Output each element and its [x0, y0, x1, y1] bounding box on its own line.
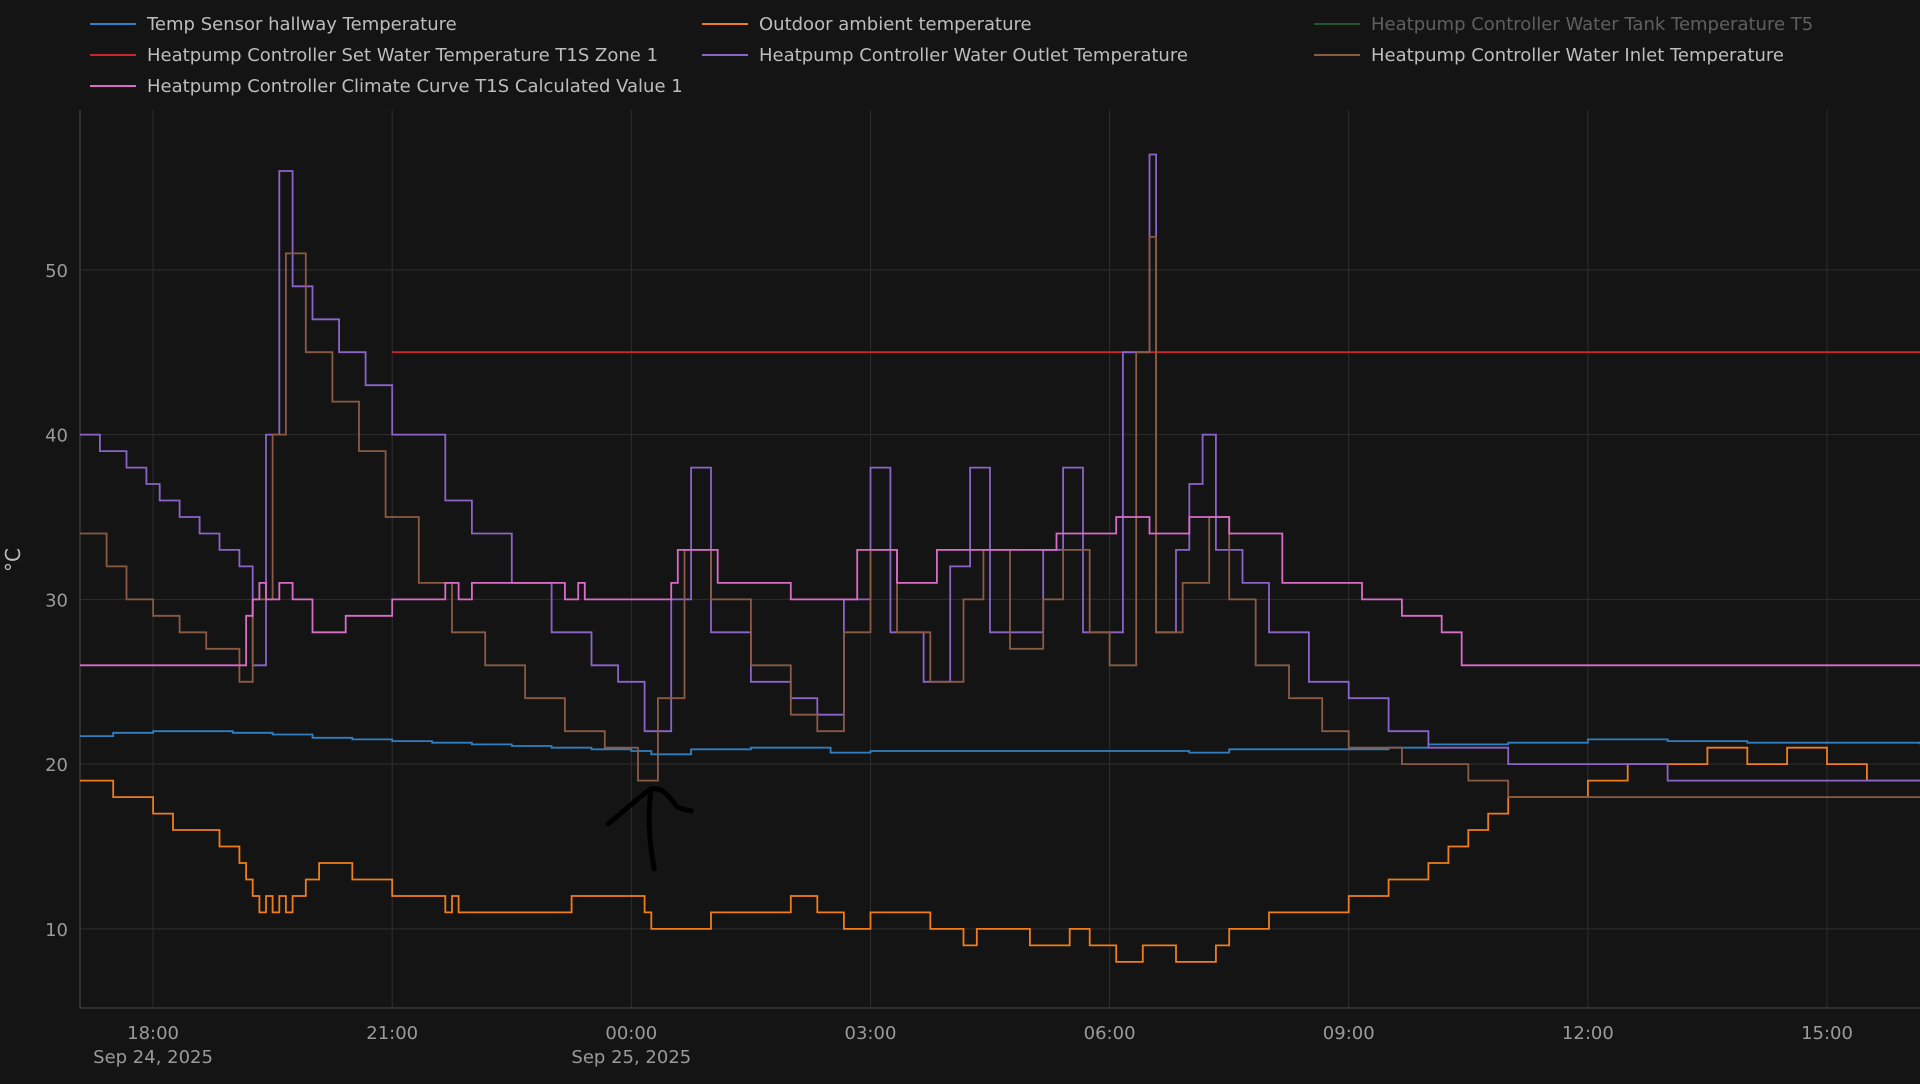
chart-gridlines [80, 110, 1920, 1008]
legend-item[interactable]: Heatpump Controller Water Tank Temperatu… [1314, 14, 1813, 35]
legend-label: Heatpump Controller Water Outlet Tempera… [759, 45, 1188, 66]
legend-item[interactable]: Outdoor ambient temperature [702, 14, 1032, 35]
x-tick-label: 06:00 [1084, 1023, 1136, 1044]
legend-label: Heatpump Controller Climate Curve T1S Ca… [147, 76, 683, 97]
x-tick-label: 00:00 [605, 1023, 657, 1044]
legend-label: Heatpump Controller Set Water Temperatur… [147, 45, 658, 66]
series-line-5 [80, 236, 1920, 798]
x-tick-label: 15:00 [1801, 1023, 1853, 1044]
y-tick-label: 50 [45, 261, 68, 282]
legend-item[interactable]: Heatpump Controller Water Inlet Temperat… [1314, 45, 1784, 66]
legend-item[interactable]: Heatpump Controller Set Water Temperatur… [90, 45, 658, 66]
x-tick-label: 12:00 [1562, 1023, 1614, 1044]
y-tick-label: 20 [45, 755, 68, 776]
x-tick-sublabel: Sep 25, 2025 [571, 1047, 691, 1068]
y-axis-label: °C [1, 548, 25, 572]
hand-drawn-arrow [605, 786, 694, 872]
y-tick-label: 30 [45, 590, 68, 611]
legend-item[interactable]: Heatpump Controller Water Outlet Tempera… [702, 45, 1188, 66]
chart-annotations [605, 786, 694, 872]
series-line-4 [80, 153, 1920, 782]
legend-label: Heatpump Controller Water Inlet Temperat… [1371, 45, 1784, 66]
x-tick-label: 21:00 [366, 1023, 418, 1044]
legend-label: Heatpump Controller Water Tank Temperatu… [1371, 14, 1813, 35]
chart-series [80, 153, 1920, 963]
x-tick-label: 18:00 [127, 1023, 179, 1044]
series-line-6 [80, 516, 1920, 667]
series-line-0 [80, 730, 1920, 756]
chart-axes: 10 20 30 40 50 18:00 Sep 24, 2025 21:00 00:00 Sep… [45, 110, 1920, 1068]
x-tick-label: 03:00 [845, 1023, 897, 1044]
series-line-1 [80, 746, 1920, 963]
legend-label: Outdoor ambient temperature [759, 14, 1032, 35]
legend-item[interactable]: Temp Sensor hallway Temperature [90, 14, 457, 35]
legend-label: Temp Sensor hallway Temperature [146, 14, 457, 35]
legend-item[interactable]: Heatpump Controller Climate Curve T1S Ca… [90, 76, 683, 97]
x-tick-sublabel: Sep 24, 2025 [93, 1047, 213, 1068]
x-tick-label: 09:00 [1323, 1023, 1375, 1044]
y-tick-label: 10 [45, 920, 68, 941]
chart-legend: Temp Sensor hallway Temperature Outdoor a… [90, 14, 1813, 97]
y-tick-label: 40 [45, 426, 68, 447]
